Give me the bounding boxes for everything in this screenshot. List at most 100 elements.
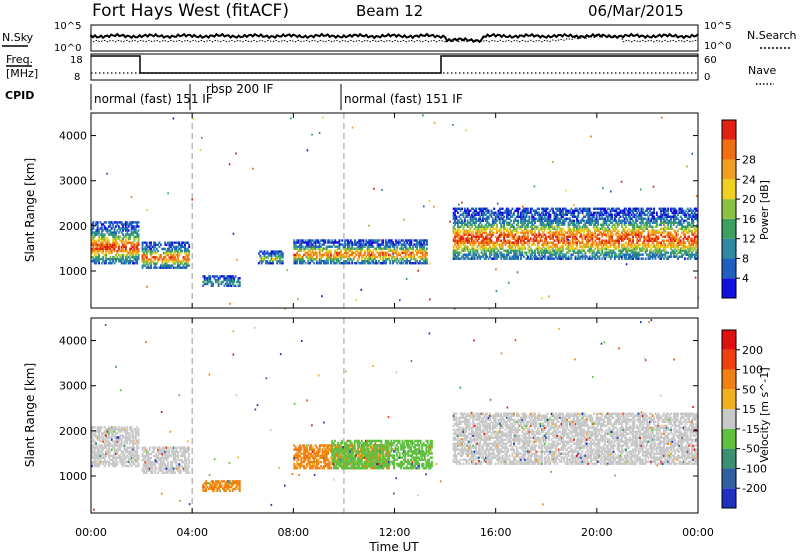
range-cell (477, 211, 480, 214)
range-cell (677, 213, 679, 216)
range-cell (542, 243, 545, 246)
range-cell (503, 211, 505, 214)
range-cell (112, 233, 115, 236)
range-cell (324, 247, 327, 250)
range-cell (126, 253, 129, 257)
range-cell (691, 231, 693, 234)
range-cell (396, 247, 399, 250)
range-cell (421, 239, 424, 242)
range-cell (675, 255, 678, 258)
range-cell (297, 239, 300, 242)
range-cell (355, 243, 358, 246)
range-cell (606, 215, 609, 218)
range-cell (510, 209, 512, 212)
range-cell (591, 231, 594, 234)
range-cell (141, 249, 144, 253)
speckle (694, 276, 697, 279)
range-cell (536, 211, 539, 214)
range-cell (525, 257, 528, 260)
range-cell (165, 262, 168, 265)
range-cell (385, 257, 387, 261)
range-cell (454, 211, 456, 214)
range-cell (618, 211, 620, 214)
range-cell (308, 257, 311, 261)
range-cell (132, 221, 134, 224)
range-cell (651, 241, 654, 244)
range-cell (165, 260, 168, 263)
range-cell (541, 239, 543, 242)
range-cell (503, 223, 505, 226)
range-cell (672, 219, 675, 222)
range-cell (108, 233, 110, 236)
range-cell (95, 233, 98, 236)
range-cell (612, 245, 615, 248)
range-cell (641, 257, 644, 260)
range-cell (344, 262, 346, 265)
range-cell (496, 253, 498, 256)
range-cell (693, 217, 696, 220)
range-cell (420, 245, 423, 248)
range-cell (595, 257, 598, 260)
range-cell (281, 260, 284, 263)
range-cell (584, 215, 587, 218)
range-cell (92, 450, 95, 453)
range-cell (301, 257, 304, 261)
range-cell (188, 254, 191, 257)
range-cell (625, 217, 627, 220)
range-cell (281, 262, 284, 265)
range-cell (613, 229, 616, 232)
range-cell (672, 209, 675, 212)
range-cell (552, 235, 555, 238)
range-cell (299, 257, 301, 261)
range-cell (695, 249, 698, 252)
range-cell (640, 235, 643, 238)
range-cell (402, 257, 404, 261)
range-cell (103, 438, 106, 441)
range-cell (536, 249, 539, 252)
range-cell (482, 247, 484, 250)
range-cell (581, 257, 584, 260)
range-cell (608, 207, 611, 210)
range-cell (461, 221, 463, 224)
range-cell (332, 255, 335, 259)
range-cell (227, 278, 230, 282)
speckle (252, 167, 254, 170)
range-cell (594, 229, 597, 232)
range-cell (632, 239, 634, 242)
range-cell (112, 464, 115, 468)
range-cell (330, 257, 332, 261)
range-cell (469, 243, 472, 246)
range-cell (576, 221, 578, 224)
range-cell (571, 253, 574, 256)
range-cell (456, 257, 459, 260)
range-cell (116, 456, 119, 459)
range-cell (420, 243, 423, 246)
range-cell (592, 219, 595, 222)
range-cell (382, 253, 385, 257)
range-cell (303, 247, 306, 250)
range-cell (695, 235, 698, 238)
range-cell (93, 257, 96, 261)
range-cell (650, 239, 653, 242)
range-cell (691, 219, 693, 222)
range-cell (320, 253, 322, 257)
range-cell (632, 253, 634, 256)
range-cell (379, 245, 382, 248)
range-cell (650, 229, 653, 232)
range-cell (643, 245, 646, 248)
range-cell (318, 255, 321, 259)
range-cell (461, 223, 463, 226)
range-cell (496, 247, 498, 250)
range-cell (91, 247, 93, 251)
range-cell (657, 235, 660, 238)
range-cell (513, 227, 515, 230)
range-cell (91, 239, 93, 242)
range-cell (458, 245, 461, 248)
range-cell (463, 207, 466, 210)
range-cell (682, 253, 685, 256)
range-cell (263, 254, 266, 257)
range-cell (560, 213, 563, 216)
range-cell (110, 233, 113, 236)
range-cell (598, 239, 601, 242)
range-cell (613, 245, 616, 248)
